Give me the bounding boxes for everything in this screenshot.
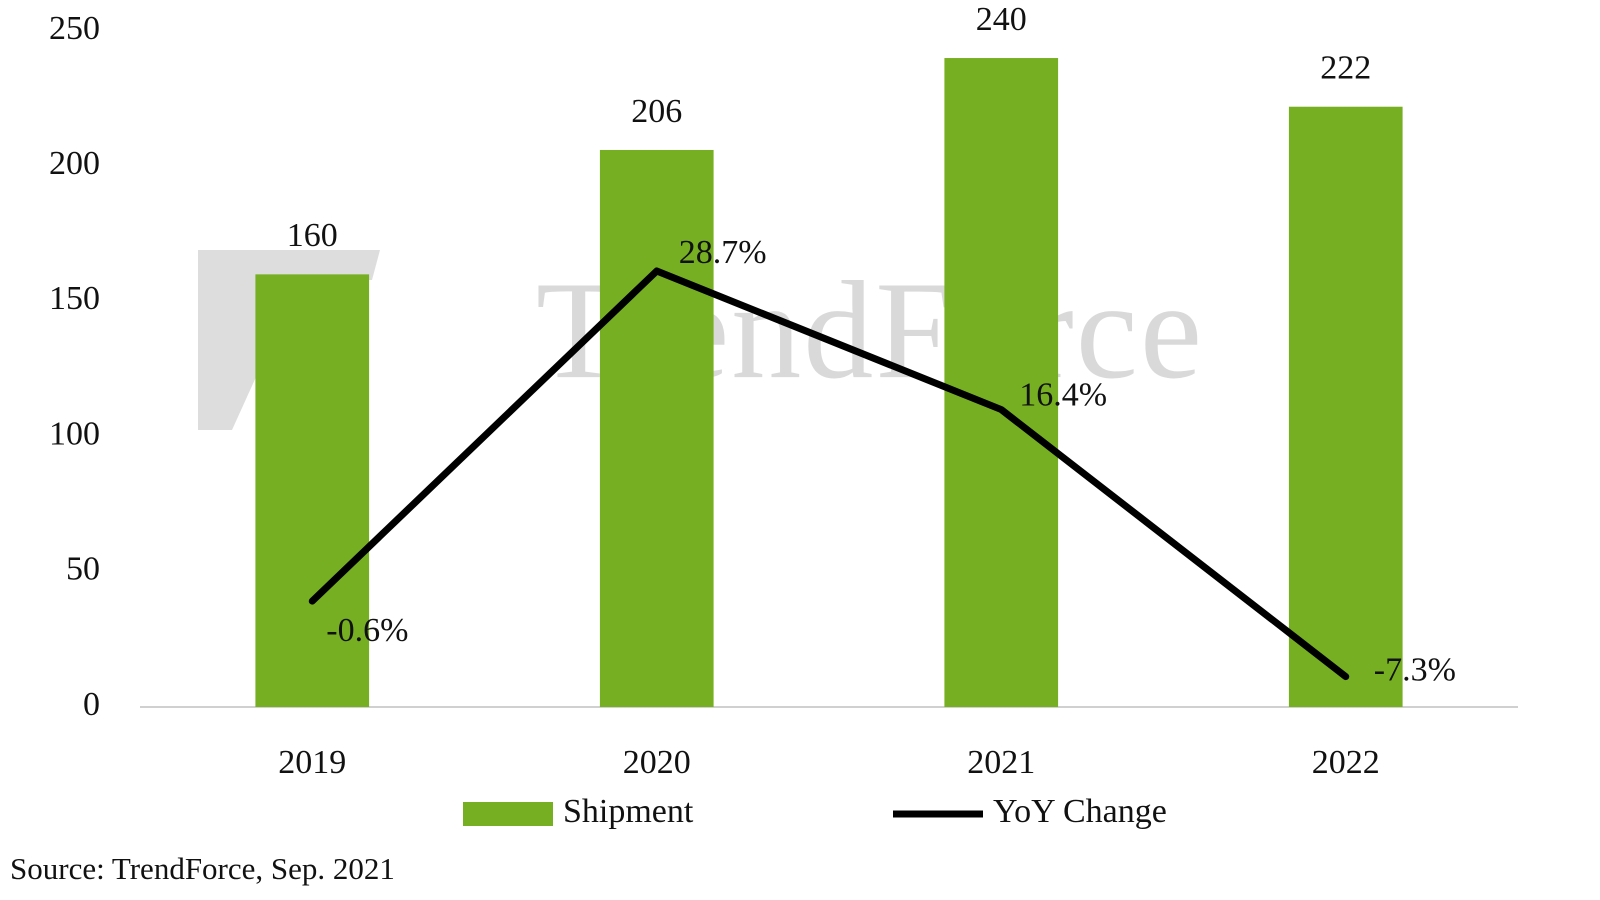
line-value-label: 28.7% [679, 234, 767, 271]
x-tick-label: 2021 [967, 744, 1035, 781]
y-tick-label: 200 [49, 145, 100, 182]
legend-label: Shipment [563, 793, 694, 830]
x-tick-label: 2019 [278, 744, 346, 781]
line-value-label: 16.4% [1019, 376, 1107, 413]
y-tick-label: 150 [49, 280, 100, 317]
line-value-label: -0.6% [326, 612, 408, 649]
bar [944, 58, 1059, 708]
line-value-label: -7.3% [1374, 651, 1456, 688]
bar [599, 149, 714, 707]
legend-label: YoY Change [993, 793, 1167, 830]
source-note: Source: TrendForce, Sep. 2021 [10, 851, 395, 886]
bar [255, 274, 370, 707]
bar [1288, 106, 1403, 708]
bar-value-label: 160 [287, 217, 338, 254]
bar-value-label: 222 [1320, 50, 1371, 87]
y-tick-label: 0 [83, 686, 100, 723]
bar-value-label: 206 [631, 93, 682, 130]
x-tick-label: 2020 [623, 744, 691, 781]
y-tick-label: 100 [49, 415, 100, 452]
legend-swatch [463, 802, 553, 826]
line [308, 267, 1350, 681]
y-tick-label: 50 [66, 551, 100, 588]
bar-value-label: 240 [976, 1, 1027, 38]
watermark-logo [198, 250, 380, 430]
y-tick-label: 250 [49, 10, 100, 47]
x-tick-label: 2022 [1312, 744, 1380, 781]
